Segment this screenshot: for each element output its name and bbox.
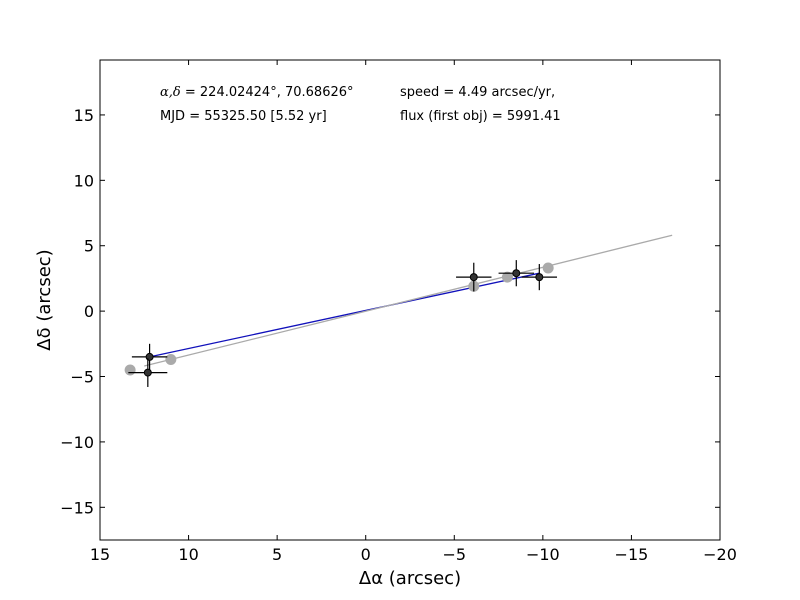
y-tick-label: −10 <box>60 433 94 452</box>
fit-line-1 <box>149 272 540 358</box>
x-tick-label: 15 <box>90 545 110 564</box>
data-point <box>469 273 478 282</box>
plot-area <box>99 59 721 541</box>
grey-point <box>124 364 136 376</box>
x-axis-label: Δα (arcsec) <box>359 568 461 589</box>
x-tick-label: 5 <box>272 545 282 564</box>
y-tick-label: −15 <box>60 498 94 517</box>
data-point <box>143 368 152 377</box>
data-point <box>535 273 544 282</box>
data-points <box>124 260 558 387</box>
y-tick-label: 0 <box>84 302 94 321</box>
y-tick-label: 15 <box>74 106 94 125</box>
y-tick-label: 10 <box>74 171 94 190</box>
data-point <box>512 269 521 278</box>
coords-label: α,δ <box>160 85 181 100</box>
x-tick-label: −15 <box>615 545 649 564</box>
x-tick-label: −5 <box>442 545 466 564</box>
data-point <box>145 352 154 361</box>
x-tick-label: −10 <box>526 545 560 564</box>
axis-ticks: 15 10 5 0 −5 −10 −15 −20 15 10 5 0 −5 −10 −15 <box>60 60 737 564</box>
grey-point <box>501 271 513 283</box>
flux-annotation: flux (first obj) = 5991.41 <box>400 109 561 124</box>
x-tick-label: 0 <box>361 545 371 564</box>
grey-point <box>165 354 177 366</box>
y-tick-label: 5 <box>84 237 94 256</box>
fit-line-2 <box>144 234 673 367</box>
x-tick-label: 10 <box>178 545 198 564</box>
coords-value: = 224.02424°, 70.68626° <box>181 85 354 100</box>
y-axis-label: Δδ (arcsec) <box>34 249 55 350</box>
coords-annotation: α,δ = 224.02424°, 70.68626° <box>160 85 354 100</box>
speed-annotation: speed = 4.49 arcsec/yr, <box>400 85 555 100</box>
mjd-annotation: MJD = 55325.50 [5.52 yr] <box>160 109 327 124</box>
grey-point <box>542 262 554 274</box>
x-tick-label: −20 <box>703 545 737 564</box>
fit-lines <box>144 234 673 367</box>
y-tick-label: −5 <box>70 368 94 387</box>
